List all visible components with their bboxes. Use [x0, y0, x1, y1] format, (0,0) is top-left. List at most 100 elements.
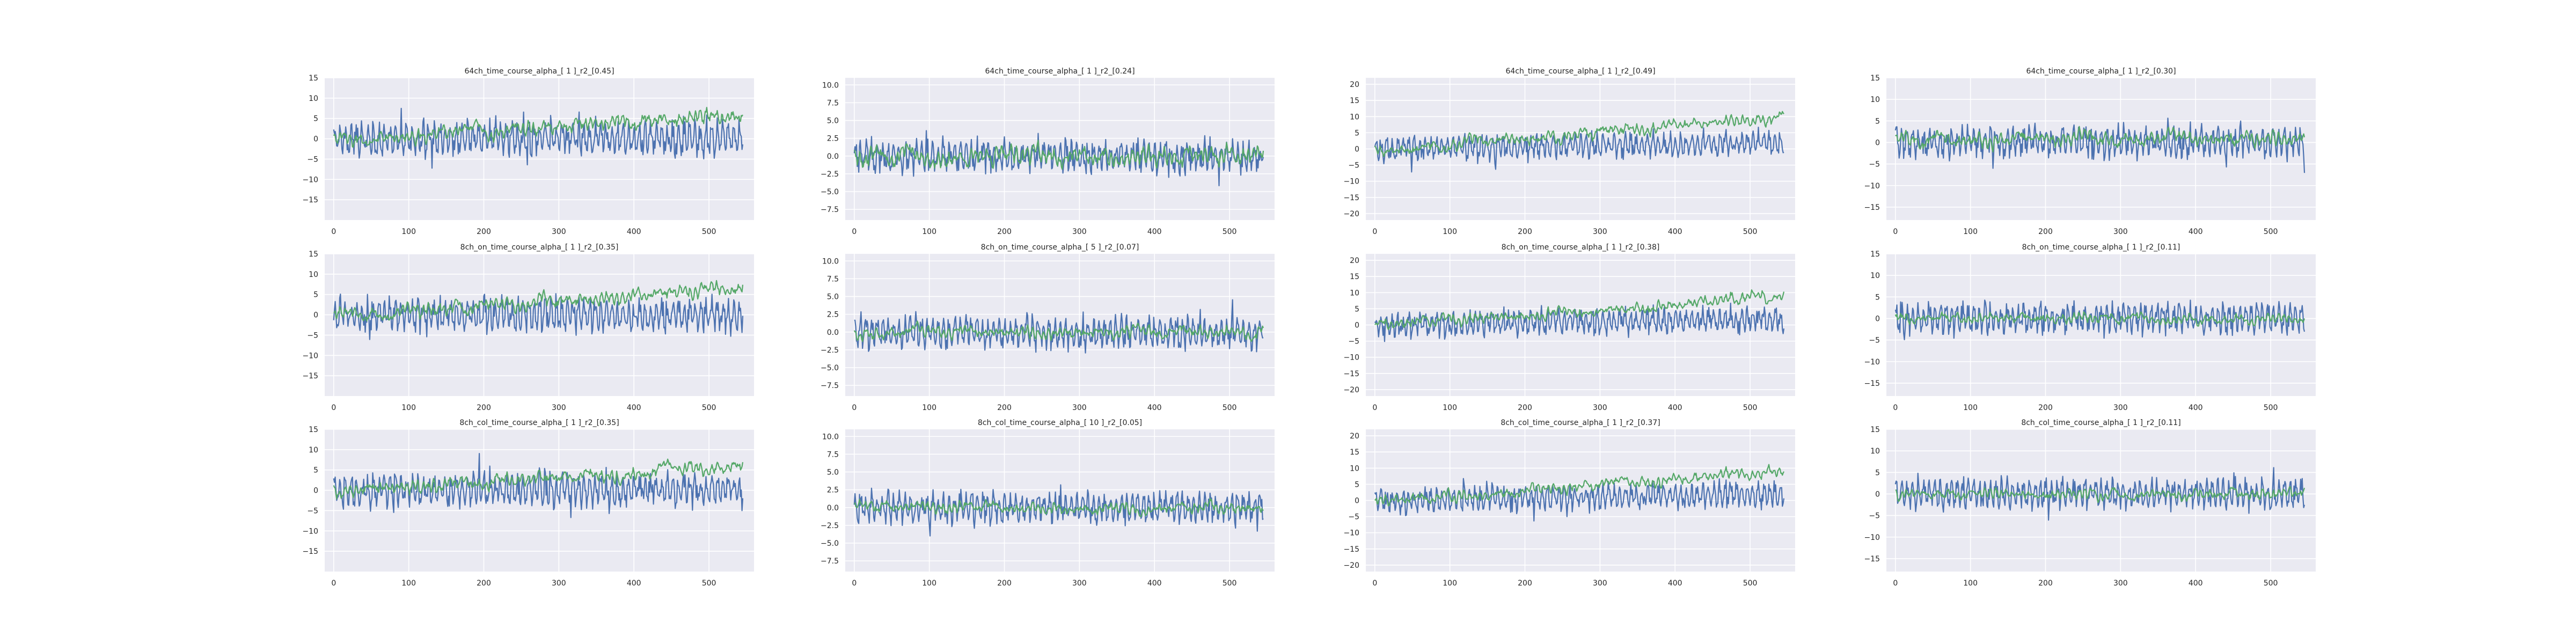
x-tick-label: 200: [477, 228, 491, 236]
x-tick-label: 500: [1743, 579, 1758, 588]
x-tick-label: 0: [331, 579, 336, 588]
y-tick-label: 10: [1350, 113, 1359, 121]
y-tick-label: −15: [1343, 370, 1359, 378]
y-tick-label: 5: [1355, 129, 1359, 137]
x-tick-label: 300: [1072, 228, 1087, 236]
y-tick-label: −15: [1864, 379, 1880, 388]
chart-panel: 8ch_col_time_course_alpha_[ 1 ]_r2_[0.35…: [302, 419, 754, 588]
y-tick-label: 20: [1350, 257, 1359, 265]
x-tick-label: 0: [1893, 404, 1898, 412]
series-line-blue: [854, 299, 1264, 354]
y-tick-label: 0: [1875, 490, 1880, 499]
y-tick-label: 15: [309, 426, 318, 434]
x-tick-label: 500: [1223, 228, 1237, 236]
x-tick-label: 100: [922, 404, 936, 412]
y-tick-label: 20: [1350, 432, 1359, 441]
x-tick-label: 500: [2264, 579, 2278, 588]
series-line-blue: [1374, 478, 1785, 522]
y-tick-label: 10.0: [822, 433, 839, 441]
y-tick-label: −5: [307, 155, 318, 164]
y-tick-label: 10: [309, 94, 318, 103]
gridlines: [1366, 78, 1795, 220]
y-tick-label: −10: [302, 352, 318, 360]
y-tick-label: −15: [302, 372, 318, 380]
y-tick-label: −5: [1869, 336, 1880, 345]
y-tick-label: −7.5: [821, 557, 839, 566]
x-tick-label: 100: [1963, 404, 1978, 412]
y-tick-label: 10: [1870, 96, 1880, 104]
x-tick-label: 500: [702, 579, 716, 588]
y-tick-label: −2.5: [821, 346, 839, 355]
y-tick-label: −15: [1864, 555, 1880, 564]
x-tick-label: 200: [997, 404, 1012, 412]
y-tick-label: −10: [1864, 533, 1880, 542]
series-line-green: [1374, 464, 1785, 507]
chart-panel: 8ch_col_time_course_alpha_[ 1 ]_r2_[0.37…: [1343, 419, 1795, 588]
y-tick-label: −10: [302, 175, 318, 184]
y-tick-label: −7.5: [821, 382, 839, 390]
y-tick-label: −5: [307, 331, 318, 340]
y-tick-label: 5: [1355, 305, 1359, 313]
x-tick-label: 400: [1668, 404, 1682, 412]
x-tick-label: 200: [997, 579, 1012, 588]
x-tick-label: 200: [477, 404, 491, 412]
series-line-green: [1895, 126, 2306, 153]
x-tick-label: 100: [1963, 579, 1978, 588]
series-line-green: [333, 107, 743, 148]
y-tick-label: 15: [309, 250, 318, 259]
x-tick-label: 0: [331, 228, 336, 236]
y-tick-label: 2.5: [827, 486, 839, 495]
y-tick-label: −10: [1864, 358, 1880, 367]
x-tick-label: 200: [2038, 404, 2053, 412]
x-tick-label: 300: [1593, 579, 1607, 588]
y-tick-label: −15: [302, 196, 318, 204]
y-tick-label: −5: [1869, 160, 1880, 169]
y-tick-label: −20: [1343, 561, 1359, 570]
y-tick-label: 0.0: [827, 328, 839, 337]
x-tick-label: 400: [627, 404, 641, 412]
x-tick-label: 500: [1223, 579, 1237, 588]
y-tick-label: −2.5: [821, 522, 839, 530]
y-tick-label: 0: [1355, 145, 1359, 154]
y-tick-label: 5: [1355, 480, 1359, 489]
y-tick-label: −5.0: [821, 539, 839, 548]
chart-panel: 8ch_on_time_course_alpha_[ 1 ]_r2_[0.35]…: [302, 243, 754, 412]
y-tick-label: −10: [302, 527, 318, 536]
gridlines: [845, 78, 1275, 220]
y-tick-label: 7.5: [827, 99, 839, 107]
x-tick-label: 300: [552, 404, 566, 412]
y-tick-label: 0: [1875, 138, 1880, 147]
y-tick-label: 0.0: [827, 152, 839, 161]
x-tick-label: 0: [852, 404, 857, 412]
x-tick-label: 200: [2038, 579, 2053, 588]
y-tick-label: 0: [1355, 497, 1359, 506]
x-tick-label: 300: [1072, 579, 1087, 588]
series-line-blue: [1374, 127, 1784, 173]
chart-panel: 8ch_col_time_course_alpha_[ 1 ]_r2_[0.11…: [1864, 419, 2316, 588]
panel-title: 8ch_on_time_course_alpha_[ 1 ]_r2_[0.38]: [1502, 243, 1660, 252]
chart-panel: 8ch_col_time_course_alpha_[ 10 ]_r2_[0.0…: [821, 419, 1275, 588]
chart-panel: 64ch_time_course_alpha_[ 1 ]_r2_[0.30] 0 1…: [1864, 67, 2316, 236]
y-tick-label: 0: [1875, 314, 1880, 323]
y-tick-label: −10: [1343, 529, 1359, 538]
y-tick-label: 5: [1875, 293, 1880, 302]
x-tick-label: 200: [1518, 579, 1532, 588]
x-tick-label: 200: [1518, 404, 1532, 412]
y-tick-label: 5.0: [827, 293, 839, 302]
y-tick-label: −5: [1869, 512, 1880, 521]
y-tick-label: 5: [313, 466, 318, 475]
y-tick-label: 10: [1350, 289, 1359, 297]
y-tick-label: 5: [1875, 469, 1880, 477]
panel-title: 8ch_col_time_course_alpha_[ 10 ]_r2_[0.0…: [978, 419, 1142, 427]
panel-title: 64ch_time_course_alpha_[ 1 ]_r2_[0.45]: [464, 67, 614, 76]
plot-area: [325, 429, 754, 572]
chart-panel: 64ch_time_course_alpha_[ 1 ]_r2_[0.49] 0 1…: [1343, 67, 1795, 236]
x-tick-label: 300: [2113, 228, 2128, 236]
y-tick-label: −10: [1343, 178, 1359, 186]
series-line-blue: [333, 293, 744, 340]
y-tick-label: 2.5: [827, 135, 839, 143]
y-tick-label: 15: [1870, 250, 1880, 259]
x-tick-label: 400: [2189, 228, 2203, 236]
x-tick-label: 200: [2038, 228, 2053, 236]
